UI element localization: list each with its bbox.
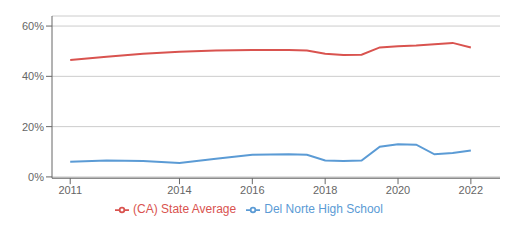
svg-text:2014: 2014 — [167, 184, 191, 196]
svg-text:2016: 2016 — [240, 184, 264, 196]
svg-text:2020: 2020 — [386, 184, 410, 196]
html-text:(CA) State Average: (CA) State Average — [133, 202, 237, 217]
svg-text:20%: 20% — [22, 121, 44, 133]
html-text:Del Norte High School: Del Norte High School — [264, 202, 383, 217]
svg-text:2011: 2011 — [58, 184, 82, 196]
svg-text:60%: 60% — [22, 20, 44, 32]
svg-text:0%: 0% — [28, 171, 44, 183]
svg-text:2022: 2022 — [459, 184, 483, 196]
svg-text:40%: 40% — [22, 70, 44, 82]
svg-text:2018: 2018 — [313, 184, 337, 196]
